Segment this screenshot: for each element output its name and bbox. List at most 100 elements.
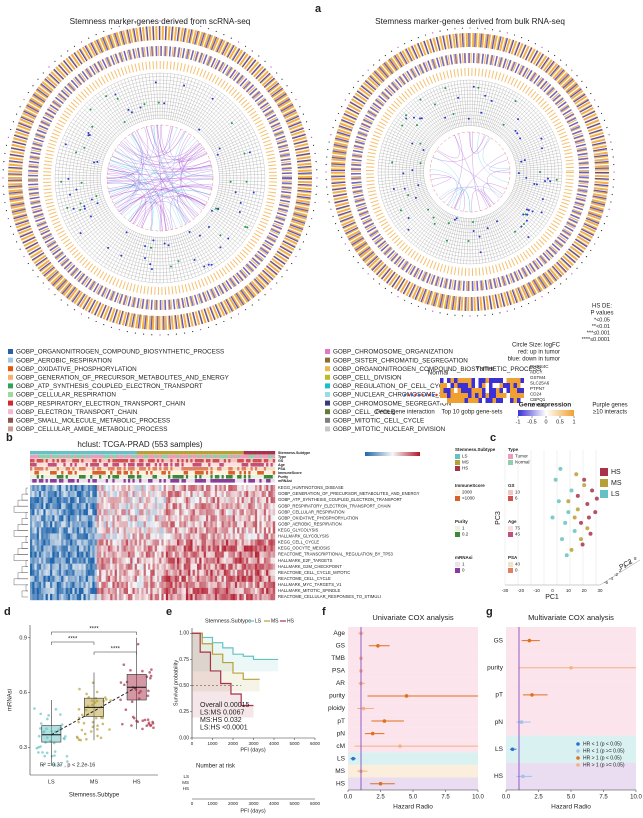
- jitter-point: [150, 668, 153, 671]
- heat-cell: [79, 503, 82, 510]
- heat-cell: [272, 491, 276, 498]
- heat-cell: [228, 551, 231, 558]
- heat-cell: [128, 527, 131, 534]
- heat-cell: [243, 551, 247, 558]
- annotation-cell: [208, 463, 211, 467]
- heat-cell: [156, 491, 160, 498]
- heat-cell: [210, 497, 213, 504]
- heat-cell: [70, 497, 73, 504]
- spoke: [378, 176, 425, 182]
- star-dot: [15, 113, 18, 115]
- heat-cell: [110, 485, 113, 492]
- heat-cell: [188, 581, 191, 589]
- annotation-cell: [50, 451, 53, 455]
- star-dot: [118, 329, 120, 331]
- spoke: [474, 217, 480, 264]
- annotation-cell: [67, 467, 71, 471]
- heat-cell: [239, 485, 242, 492]
- heat-cell: [250, 485, 253, 492]
- heat-cell: [199, 539, 202, 546]
- heat-cell: [83, 539, 86, 546]
- heat-cell: [72, 515, 75, 522]
- heat-cell: [96, 557, 100, 564]
- star-dot: [581, 80, 583, 82]
- heat-cell: [152, 557, 155, 564]
- heat-cell: [223, 539, 227, 546]
- heat-cell: [232, 509, 236, 516]
- heat-cell: [194, 575, 198, 583]
- spoke: [113, 230, 135, 273]
- heat-cell: [252, 539, 256, 546]
- heat-cell: [165, 545, 169, 552]
- heat-cell: [172, 587, 175, 595]
- heat-cell: [92, 587, 95, 595]
- annotation-cell: [43, 471, 46, 475]
- spoke: [408, 103, 440, 138]
- heat-cell: [241, 593, 245, 601]
- annotation-cell: [143, 451, 147, 455]
- spoke: [499, 207, 530, 243]
- stat-label: LS:MS 0.0067: [200, 709, 244, 716]
- heat-cell: [94, 503, 98, 510]
- heat-cell: [67, 545, 71, 552]
- heat-cell: [237, 551, 240, 558]
- point: [556, 499, 561, 504]
- heat-cell: [179, 515, 182, 522]
- annotation-cell: [194, 463, 198, 467]
- heat-cell: [134, 521, 138, 528]
- heat-cell: [219, 503, 222, 510]
- jitter-point: [64, 735, 67, 738]
- dot: [527, 209, 530, 212]
- link: [111, 155, 172, 230]
- heat-cell: [94, 563, 98, 570]
- spoke: [511, 192, 553, 213]
- spoke: [514, 182, 560, 195]
- annotation-cell: [190, 471, 193, 475]
- heat-cell: [248, 569, 251, 576]
- annotation-cell: [268, 479, 271, 483]
- link: [107, 164, 212, 175]
- heat-cell: [263, 587, 267, 595]
- heat-cell: [159, 503, 162, 510]
- heat-cell: [248, 545, 251, 552]
- annotation-cell: [145, 479, 149, 483]
- heat-cell: [90, 575, 93, 583]
- heat-cell: [181, 563, 184, 570]
- heat-cell: [34, 545, 37, 552]
- heat-cell: [96, 485, 100, 492]
- heat-cell: [154, 587, 158, 595]
- heat-cell: [121, 545, 124, 552]
- star-dot: [326, 186, 328, 188]
- heat-cell: [272, 485, 276, 492]
- heat-cell: [145, 503, 149, 510]
- dot: [520, 160, 523, 163]
- heat-cell: [43, 563, 46, 570]
- heat-colorbar: [365, 452, 420, 456]
- annotation-cell: [79, 471, 82, 475]
- mini-heat-cell: [489, 388, 493, 393]
- spoke: [471, 80, 474, 127]
- dot: [484, 94, 487, 97]
- link: [109, 137, 195, 195]
- heat-cell: [219, 575, 222, 583]
- heat-cell: [239, 563, 242, 570]
- star-dot: [80, 313, 83, 315]
- star-dot: [10, 225, 12, 228]
- heat-cell: [116, 521, 120, 528]
- heat-cell: [116, 581, 120, 589]
- heat-cell: [87, 491, 91, 498]
- heat-cell: [210, 575, 213, 583]
- mini-heat-cell: [499, 383, 503, 388]
- heat-cell: [174, 593, 178, 601]
- annotation-cell: [188, 479, 191, 483]
- heat-cell: [261, 509, 265, 516]
- annotation-cell: [101, 467, 104, 471]
- heat-cell: [190, 575, 193, 583]
- link: [152, 125, 198, 217]
- heat-cell: [105, 497, 109, 504]
- heat-cell: [121, 521, 124, 528]
- mini-heat-cell: [510, 388, 514, 393]
- spoke: [200, 220, 234, 254]
- heat-cell: [181, 575, 184, 583]
- annotation-cell: [194, 459, 198, 463]
